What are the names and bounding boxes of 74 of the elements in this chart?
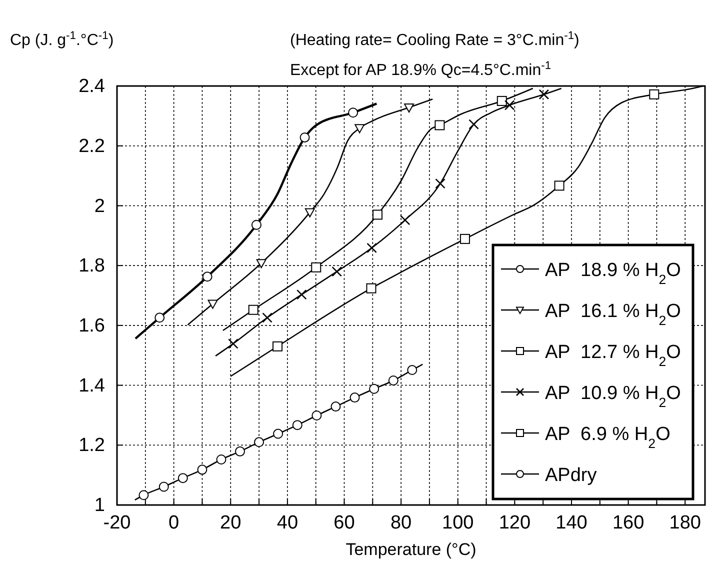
point (404, 103, 414, 113)
point (468, 119, 479, 130)
x-tick-label: 60 (334, 512, 355, 534)
point (292, 420, 302, 430)
point (354, 124, 365, 134)
point (197, 464, 208, 475)
y-tick-label: 2.4 (78, 76, 106, 98)
x-tick-label: 140 (556, 512, 588, 534)
point (504, 100, 515, 110)
point (435, 178, 446, 189)
point (256, 259, 266, 268)
y-tick-label: 1 (94, 495, 105, 516)
point (538, 89, 550, 100)
x-axis-title: Temperature (°C) (346, 540, 476, 559)
point (248, 304, 258, 315)
point (262, 312, 272, 323)
legend-label: AP 6.9 % H$_{2}$O (545, 424, 670, 450)
point (251, 220, 262, 230)
y-tick-label: 1.4 (78, 375, 106, 396)
chart-subtitle: Except for AP 18.9% Qc=4.5°C.min$^{-1}$ (290, 60, 552, 79)
point (154, 312, 165, 323)
y-tick-label: 1.8 (78, 256, 105, 277)
legend-label: APdry (545, 465, 598, 486)
point (460, 234, 470, 244)
point (272, 341, 282, 352)
legend-label: AP 18.9 % H$_{2}$O (545, 260, 681, 286)
x-tick-label: 180 (669, 512, 701, 534)
x-tick-label: 20 (220, 512, 242, 534)
point (372, 210, 382, 220)
x-tick-label: 80 (390, 512, 412, 534)
legend-label: AP 12.7 % H$_{2}$O (545, 342, 681, 368)
point (330, 402, 341, 412)
point (202, 272, 212, 282)
point (312, 410, 322, 421)
x-tick-label: 160 (612, 512, 644, 534)
point (234, 446, 245, 456)
point (296, 289, 307, 300)
point (369, 384, 380, 394)
point (138, 490, 149, 500)
chart-title: (Heating rate= Cooling Rate = 3°C.min$^{-1}$) (290, 30, 580, 49)
point (388, 375, 398, 386)
point (304, 208, 315, 218)
point (434, 120, 445, 130)
legend-label: AP 10.9 % H$_{2}$O (545, 383, 681, 410)
point (366, 283, 376, 294)
point (554, 180, 564, 191)
point (496, 96, 507, 106)
point (400, 214, 410, 226)
point (273, 428, 284, 439)
point (208, 300, 218, 309)
point (254, 437, 264, 448)
point (407, 365, 418, 376)
point (158, 482, 169, 492)
point (311, 262, 322, 272)
point (178, 473, 188, 484)
x-tick-label: 40 (276, 512, 298, 534)
point (300, 132, 310, 142)
point (350, 392, 360, 403)
point (216, 454, 226, 465)
x-tick-label: -20 (103, 512, 131, 534)
point (332, 266, 342, 277)
x-tick-label: 120 (498, 512, 531, 534)
point (649, 89, 660, 100)
point (348, 108, 358, 118)
y-tick-label: 2.2 (78, 136, 105, 157)
point (228, 338, 238, 349)
y-axis-title: Cp (J. g$^{-1}$.°C$^{-1}$) (10, 30, 114, 49)
point (366, 242, 377, 254)
x-tick-label: 100 (442, 512, 474, 534)
y-tick-label: 1.6 (78, 316, 105, 337)
y-tick-label: 1.2 (78, 435, 105, 456)
y-tick-label: 2 (94, 196, 105, 217)
legend-label: AP 16.1 % H$_{2}$O (545, 301, 681, 328)
x-tick-label: 0 (168, 512, 180, 534)
